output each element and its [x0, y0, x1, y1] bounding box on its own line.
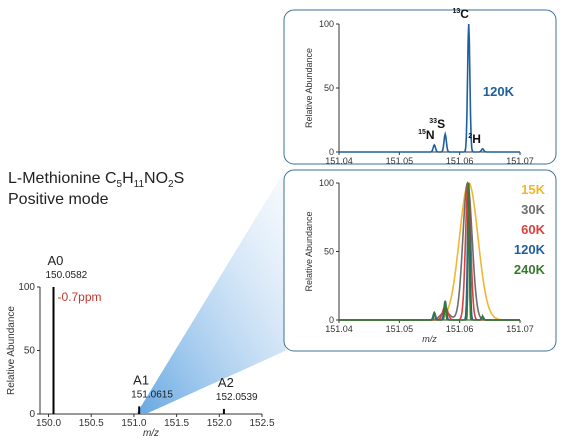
compound-name: L-Methionine C — [8, 170, 117, 187]
x-axis-label: m/z — [143, 428, 159, 439]
y-tick-label: 100 — [319, 19, 334, 29]
series-legend-60k: 60K — [521, 222, 545, 237]
peak-mz-a0: 150.0582 — [46, 270, 88, 281]
isotope-element: H — [472, 132, 481, 146]
series-line-240k — [339, 182, 520, 321]
x-tick-label: 151.04 — [325, 324, 353, 334]
peak-label-a0: A0 — [48, 253, 64, 268]
formula-subscript: 5 — [116, 179, 123, 191]
y-axis-label: Relative Abundance — [304, 48, 314, 128]
y-tick-label: 50 — [24, 346, 36, 357]
isotope-mass-number: 15 — [418, 129, 426, 136]
x-tick-label: 151.0 — [121, 418, 146, 429]
y-axis-label: Relative Abundance — [6, 306, 17, 395]
series-legend-30k: 30K — [521, 202, 545, 217]
ionization-mode: Positive mode — [8, 191, 109, 208]
x-tick-label: 152.5 — [249, 418, 274, 429]
x-tick-label: 151.05 — [386, 324, 414, 334]
y-tick-label: 50 — [324, 83, 334, 93]
zoom-funnel — [137, 170, 285, 413]
isotope-element: N — [426, 128, 435, 142]
y-axis-label: Relative Abundance — [304, 211, 314, 291]
x-tick-label: 151.5 — [164, 418, 189, 429]
x-tick-label: 152.0 — [207, 418, 232, 429]
peak-label-a2: A2 — [218, 375, 234, 390]
overview-spectrum: 150.0 150.5 151.0 151.5 152.0 152.5 0 50 100 Rela… — [6, 253, 275, 439]
isotope-element: C — [460, 7, 469, 21]
isotope-label-c: 13C — [452, 7, 469, 21]
y-tick-label: 0 — [29, 409, 35, 420]
mass-error-annotation: -0.7ppm — [58, 290, 102, 304]
x-tick-label: 151.06 — [446, 324, 474, 334]
isotope-element: S — [437, 117, 445, 131]
y-tick-label: 100 — [18, 282, 35, 293]
isotope-label-h: 2H — [468, 132, 481, 146]
isotope-mass-number: 2 — [468, 133, 472, 140]
x-tick-label: 150.5 — [79, 418, 104, 429]
series-legend-240k: 240K — [514, 262, 546, 277]
series-legend-15k: 15K — [521, 182, 545, 197]
formula-subscript: 2 — [168, 179, 174, 191]
y-tick-label: 0 — [329, 315, 334, 325]
x-tick-label: 151.06 — [446, 156, 474, 166]
x-tick-label: 151.07 — [506, 324, 534, 334]
series-legend-120k: 120K — [514, 242, 546, 257]
isotope-mass-number: 33 — [429, 118, 437, 125]
peak-label-a1: A1 — [133, 372, 149, 387]
isotope-label-n: 15N — [418, 128, 434, 142]
zoom-spectrum-120k: 151.04 151.05 151.06 151.07 0 50 100 Relative A… — [304, 7, 534, 166]
compound-title: L-Methionine C5H11NO2S — [8, 170, 184, 190]
zoom-spectrum-resolutions: 151.04 151.05 151.06 151.07 0 50 100 Relative A… — [304, 178, 546, 344]
series-line-120k — [339, 23, 520, 153]
peak-mz-a2: 152.0539 — [216, 392, 258, 403]
formula-element: NO — [144, 170, 169, 187]
isotope-label-s: 33S — [429, 117, 445, 131]
isotope-mass-number: 13 — [452, 8, 460, 15]
series-legend-120k: 120K — [483, 84, 515, 99]
formula-element: S — [173, 170, 185, 187]
y-tick-label: 50 — [324, 247, 334, 257]
formula-subscript: 11 — [133, 179, 145, 191]
formula-element: H — [122, 170, 134, 187]
zoom-panel-120k-box — [283, 9, 557, 165]
x-tick-label: 151.04 — [325, 156, 353, 166]
x-axis-label: m/z — [422, 334, 437, 344]
x-tick-label: 150.0 — [36, 418, 61, 429]
peak-mz-a1: 151.0615 — [131, 389, 173, 400]
y-tick-label: 0 — [329, 147, 334, 157]
compound-formula: 5H11NO2S — [116, 170, 185, 191]
x-tick-label: 151.05 — [386, 156, 414, 166]
y-tick-label: 100 — [319, 178, 334, 188]
x-tick-label: 151.07 — [506, 156, 534, 166]
